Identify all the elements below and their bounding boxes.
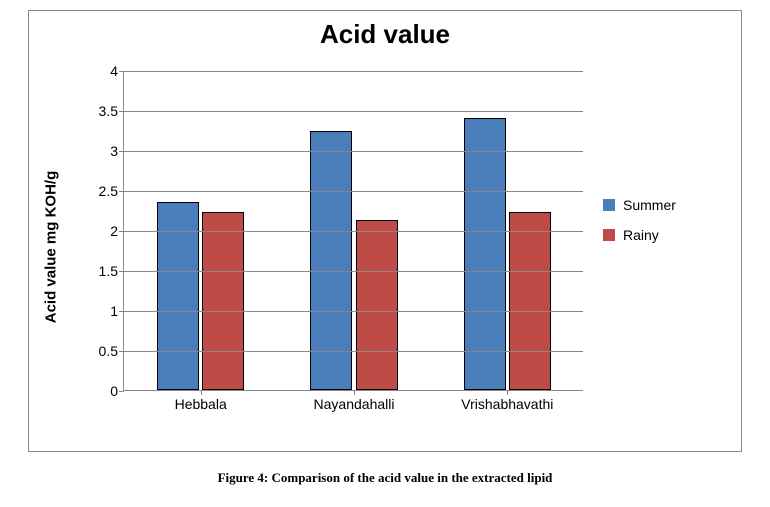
y-tick-label: 4	[110, 63, 124, 79]
grid-line	[124, 151, 583, 152]
plot-wrap: Acid value mg KOH/g 00.511.522.533.54Heb…	[65, 71, 725, 423]
bar-rainy	[202, 212, 244, 390]
chart-title: Acid value	[29, 11, 741, 50]
y-tick-label: 0.5	[99, 343, 124, 359]
x-tick-label: Vrishabhavathi	[461, 390, 553, 412]
grid-line	[124, 71, 583, 72]
legend: Summer Rainy	[603, 197, 713, 257]
legend-swatch	[603, 199, 615, 211]
grid-line	[124, 111, 583, 112]
legend-swatch	[603, 229, 615, 241]
y-tick-label: 2	[110, 223, 124, 239]
x-tick-label: Nayandahalli	[314, 390, 395, 412]
figure-caption: Figure 4: Comparison of the acid value i…	[0, 470, 770, 486]
y-tick-label: 3.5	[99, 103, 124, 119]
grid-line	[124, 271, 583, 272]
bar-summer	[464, 118, 506, 390]
bar-rainy	[509, 212, 551, 390]
legend-label: Rainy	[623, 227, 659, 243]
legend-item: Rainy	[603, 227, 713, 243]
grid-line	[124, 191, 583, 192]
y-axis-label: Acid value mg KOH/g	[43, 171, 60, 324]
chart-container: Acid value Acid value mg KOH/g 00.511.52…	[28, 10, 742, 452]
grid-line	[124, 351, 583, 352]
y-tick-label: 0	[110, 383, 124, 399]
x-tick-label: Hebbala	[175, 390, 227, 412]
y-tick-label: 1	[110, 303, 124, 319]
y-tick-label: 3	[110, 143, 124, 159]
plot-area: 00.511.522.533.54HebbalaNayandahalliVris…	[123, 71, 583, 391]
y-tick-label: 1.5	[99, 263, 124, 279]
grid-line	[124, 311, 583, 312]
y-tick-label: 2.5	[99, 183, 124, 199]
legend-item: Summer	[603, 197, 713, 213]
legend-label: Summer	[623, 197, 676, 213]
bar-rainy	[356, 220, 398, 390]
grid-line	[124, 231, 583, 232]
